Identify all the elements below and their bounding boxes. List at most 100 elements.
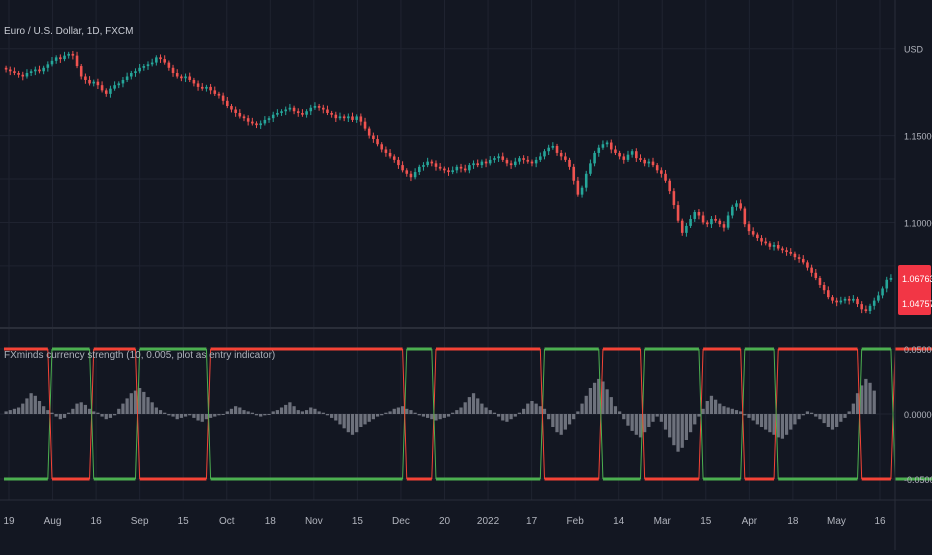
histogram-bar [426, 414, 430, 418]
candle-body [827, 290, 830, 298]
candle-body [334, 114, 338, 119]
candle-body [238, 112, 242, 117]
histogram-bar [304, 410, 309, 414]
histogram-bar [37, 401, 42, 414]
candle-body [609, 142, 613, 150]
histogram-bar [547, 414, 551, 420]
candle-body [263, 119, 267, 124]
candle-body [760, 238, 763, 242]
indicator-title: FXminds currency strength (10, 0.005, pl… [4, 350, 276, 361]
candle-body [175, 73, 179, 77]
time-axis-label: Aug [44, 516, 62, 527]
histogram-bar [655, 414, 659, 417]
candle-body [221, 95, 225, 101]
histogram-bar [96, 412, 100, 414]
histogram-bar [622, 414, 626, 420]
histogram-bar [764, 414, 768, 430]
histogram-bar [309, 407, 313, 414]
candle-body [455, 166, 459, 171]
histogram-bar [129, 393, 133, 414]
candle-body [443, 168, 446, 171]
candle-body [614, 149, 617, 153]
strength-crossover [773, 348, 779, 480]
candle-body [564, 156, 567, 160]
histogram-bar [864, 378, 868, 414]
histogram-bar [163, 412, 167, 414]
main-chart-title: Euro / U.S. Dollar, 1D, FXCM [4, 26, 134, 37]
histogram-bar [601, 381, 605, 414]
histogram-bar [455, 410, 459, 414]
candle-body [518, 158, 521, 162]
candle-body [501, 156, 505, 160]
histogram-bar [726, 407, 730, 414]
candle-body [680, 220, 684, 233]
histogram-bar [392, 408, 396, 414]
histogram-bar [826, 414, 830, 427]
candle-body [351, 116, 354, 120]
candle-body [801, 258, 805, 263]
histogram-bar [112, 414, 117, 416]
candle-body [392, 156, 396, 160]
candle-body [317, 106, 321, 108]
candle-body [764, 241, 767, 244]
candle-body [480, 161, 484, 166]
histogram-bar [809, 412, 814, 414]
candle-body [104, 90, 108, 94]
candle-body [726, 215, 730, 228]
candle-body [125, 76, 129, 80]
candle-body [363, 121, 367, 129]
histogram-bar [805, 411, 810, 414]
histogram-bar [346, 414, 350, 433]
candle-body [751, 231, 755, 235]
histogram-bar [75, 403, 79, 414]
histogram-bar [225, 411, 229, 414]
histogram-bar [417, 414, 421, 416]
candle-body [288, 107, 292, 110]
candle-body [280, 111, 283, 113]
histogram-bar [92, 411, 96, 414]
histogram-bar [471, 393, 476, 414]
candle-body [29, 71, 33, 74]
time-axis-label: 15 [178, 516, 190, 527]
candle-body [868, 305, 872, 312]
candle-body [626, 154, 630, 160]
histogram-bar [79, 402, 83, 414]
candle-body [71, 53, 75, 56]
candle-body [63, 55, 66, 60]
histogram-bar [818, 414, 822, 420]
histogram-bar [275, 410, 280, 414]
histogram-bar [355, 414, 359, 433]
histogram-bar [388, 411, 392, 414]
histogram-bar [588, 388, 593, 414]
time-axis-label: Apr [742, 516, 758, 527]
time-axis-label: 16 [874, 516, 886, 527]
candle-body [405, 170, 409, 174]
histogram-bar [526, 403, 530, 414]
histogram-bar [496, 414, 501, 417]
histogram-bar [50, 412, 54, 414]
candle-body [205, 86, 208, 89]
histogram-bar [367, 414, 371, 422]
histogram-bar [221, 414, 225, 415]
candle-body [710, 218, 713, 225]
candle-body [171, 67, 175, 74]
candle-body [839, 300, 843, 303]
histogram-bar [643, 414, 647, 433]
candle-body [488, 159, 492, 164]
candle-body [635, 151, 638, 159]
histogram-bar [375, 414, 380, 417]
histogram-bar [188, 414, 192, 416]
candle-body [259, 123, 262, 126]
histogram-bar [630, 414, 634, 431]
histogram-bar [167, 414, 171, 416]
candle-body [493, 158, 496, 160]
candle-body [146, 64, 150, 67]
candle-body [34, 69, 37, 72]
candle-body [305, 111, 308, 115]
candle-body [664, 173, 667, 181]
histogram-bar [29, 393, 33, 414]
histogram-bar [538, 406, 542, 414]
